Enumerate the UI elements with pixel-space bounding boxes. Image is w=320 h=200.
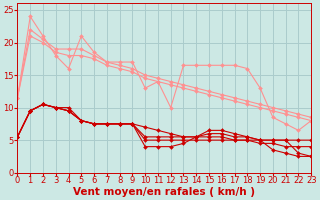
X-axis label: Vent moyen/en rafales ( km/h ): Vent moyen/en rafales ( km/h ) <box>73 187 255 197</box>
